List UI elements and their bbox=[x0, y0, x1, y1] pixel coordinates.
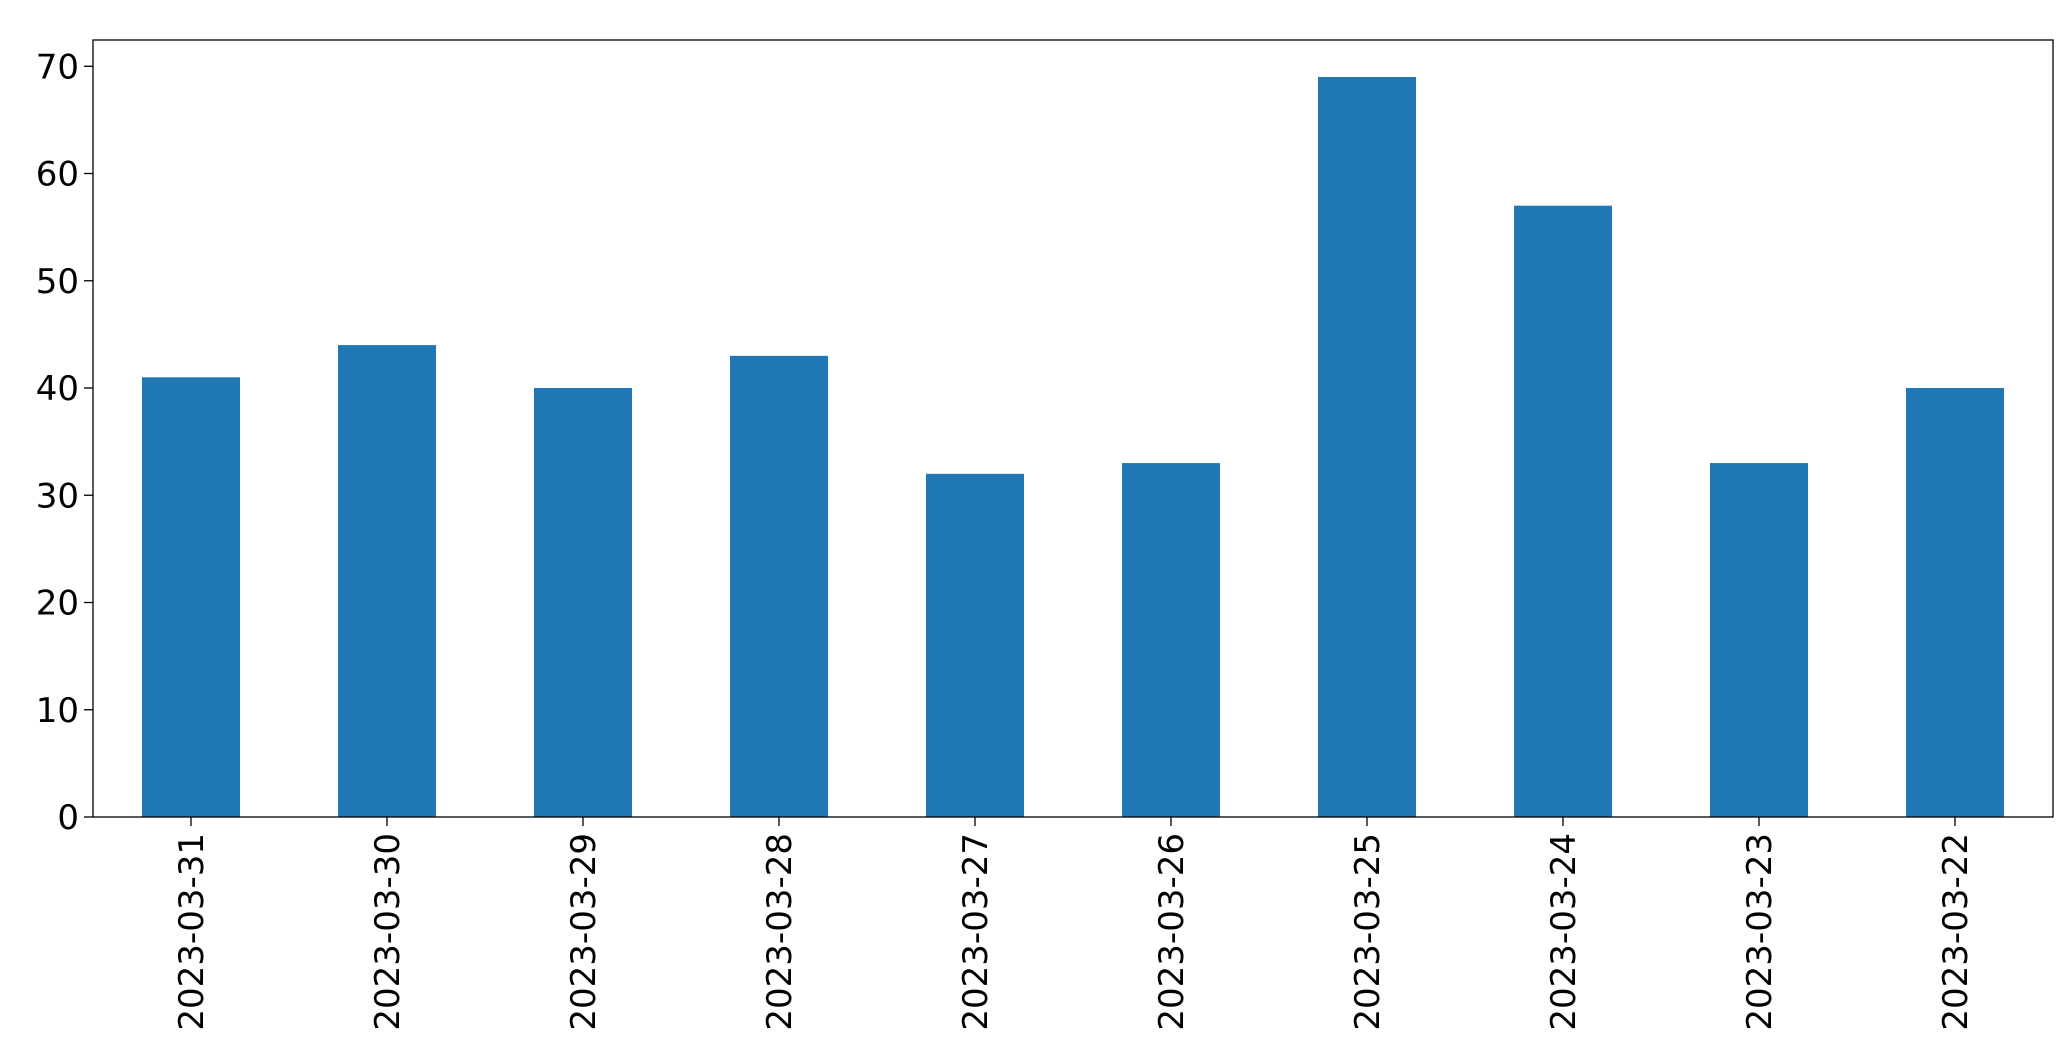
y-tick-label: 60 bbox=[36, 155, 79, 195]
bar bbox=[1318, 77, 1416, 817]
plot-frame bbox=[92, 39, 2054, 818]
bar bbox=[926, 473, 1024, 817]
y-tick-label: 30 bbox=[36, 476, 79, 516]
y-tick-label: 20 bbox=[36, 584, 79, 624]
x-tick-label: 2023-03-23 bbox=[1740, 833, 1780, 1031]
x-tick-label: 2023-03-31 bbox=[172, 833, 212, 1031]
x-tick-label: 2023-03-25 bbox=[1348, 833, 1388, 1031]
bar bbox=[1906, 388, 2004, 817]
x-tick-label: 2023-03-28 bbox=[760, 833, 800, 1031]
bar bbox=[142, 377, 240, 817]
bar bbox=[1122, 463, 1220, 817]
x-tick-label: 2023-03-27 bbox=[956, 833, 996, 1031]
bar bbox=[1710, 463, 1808, 817]
x-tick-label: 2023-03-30 bbox=[368, 833, 408, 1031]
y-tick-label: 0 bbox=[57, 798, 79, 838]
bar bbox=[1514, 205, 1612, 817]
x-tick-label: 2023-03-26 bbox=[1152, 833, 1192, 1031]
x-tick-label: 2023-03-22 bbox=[1936, 833, 1976, 1031]
bar bbox=[730, 355, 828, 817]
x-tick-label: 2023-03-29 bbox=[564, 833, 604, 1031]
y-tick-label: 40 bbox=[36, 369, 79, 409]
y-tick-label: 70 bbox=[36, 47, 79, 87]
y-tick-label: 10 bbox=[36, 691, 79, 731]
bar bbox=[534, 388, 632, 817]
y-tick-label: 50 bbox=[36, 262, 79, 302]
bar bbox=[338, 345, 436, 817]
x-tick-label: 2023-03-24 bbox=[1544, 833, 1584, 1031]
